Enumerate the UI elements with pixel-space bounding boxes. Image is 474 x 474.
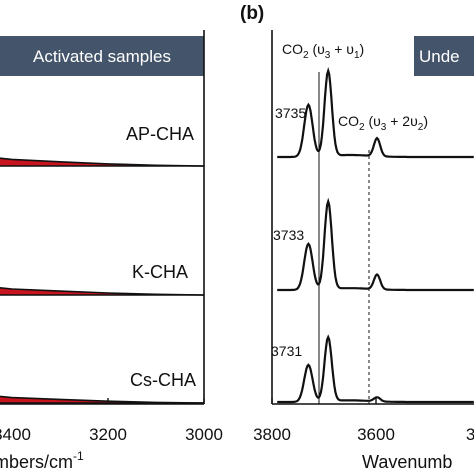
panel-a-label-k-cha: K-CHA — [132, 262, 188, 282]
annotation-co2-v3-2v2: CO2 (υ3 + 2υ2) — [338, 113, 428, 133]
panel-b: (b) Unde 3800 3600 340 CO2 (υ3 + υ1) CO2 (… — [240, 3, 474, 472]
panel-a-banner-text: Activated samples — [33, 47, 171, 66]
panel-a-ticks: 3400 3200 3000 — [0, 398, 223, 444]
panel-b-banner-text: Unde — [419, 47, 460, 66]
panel-b-letter: (b) — [240, 3, 264, 24]
panel-b-line-ap-cha — [277, 67, 474, 159]
panel-a-area-cs-cha — [0, 396, 204, 403]
panel-b-tick-label: 3800 — [253, 425, 291, 444]
panel-a: Activated samples 3400 3200 3000 AP-CHA K-… — [0, 30, 223, 472]
panel-b-tick-label: 3600 — [357, 425, 395, 444]
panel-a-label-cs-cha: Cs-CHA — [130, 370, 196, 390]
panel-a-tick-label: 3400 — [0, 425, 31, 444]
annotation-co2-v3-v1: CO2 (υ3 + υ1) — [282, 41, 364, 61]
panel-b-line-k-cha — [277, 197, 474, 292]
panel-b-x-axis-title: Wavenumb — [362, 452, 452, 472]
panel-a-label-ap-cha: AP-CHA — [126, 124, 194, 144]
panel-b-series — [277, 67, 474, 404]
panel-a-tick-label: 3000 — [185, 425, 223, 444]
panel-a-series — [0, 157, 205, 404]
panel-a-area-k-cha — [0, 287, 204, 295]
panel-b-line-cs-cha — [277, 334, 474, 404]
panel-a-tick-label: 3200 — [89, 425, 127, 444]
panel-b-banner — [414, 36, 474, 76]
panel-a-banner — [0, 36, 204, 76]
peak-label-ap-cha: 3735 — [275, 105, 306, 121]
peak-label-cs-cha: 3731 — [271, 343, 302, 359]
peak-label-k-cha: 3733 — [273, 227, 304, 243]
panel-a-area-ap-cha — [0, 158, 204, 166]
panel-a-x-axis-title: mbers/cm-1 — [0, 449, 84, 472]
panel-b-ticks: 3800 3600 340 — [253, 398, 474, 444]
panel-b-tick-label: 340 — [466, 425, 474, 444]
